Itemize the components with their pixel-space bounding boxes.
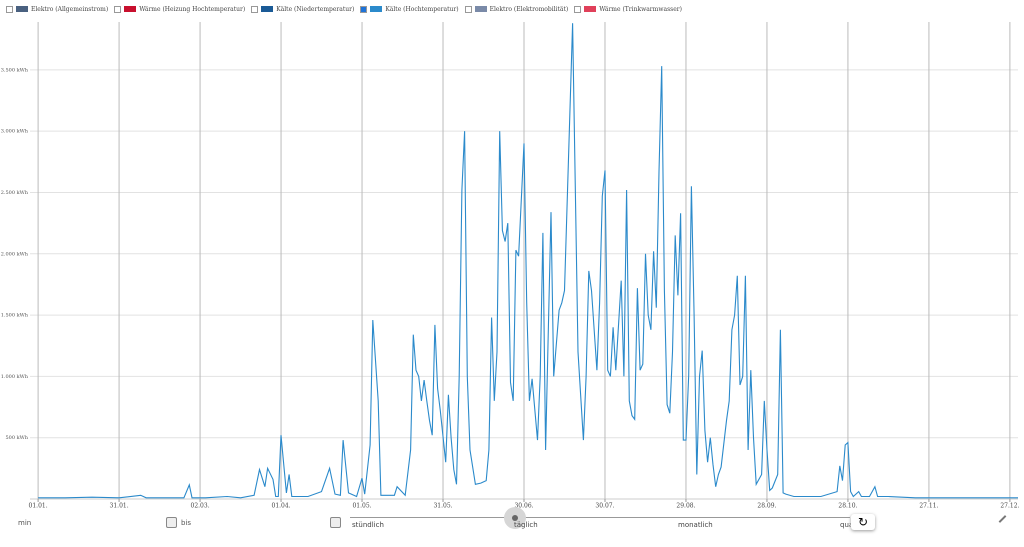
- slider-track: [350, 517, 850, 518]
- x-tick-label: 27.12.: [1000, 503, 1019, 510]
- x-tick-label: 29.08.: [676, 503, 695, 510]
- y-tick-label: 3.000 kWh: [1, 129, 29, 135]
- x-tick-label: 28.10.: [838, 503, 857, 510]
- bis-label: bis: [181, 519, 192, 527]
- checkbox[interactable]: [464, 5, 472, 13]
- checkbox[interactable]: [251, 5, 259, 13]
- x-tick-label: 01.04.: [272, 503, 291, 510]
- y-tick-label: 2.000 kWh: [1, 251, 29, 257]
- y-tick-label: 1.500 kWh: [1, 313, 29, 319]
- y-tick-label: 2.500 kWh: [1, 190, 29, 196]
- legend-swatch: [16, 6, 28, 12]
- x-tick-label: 30.06.: [514, 503, 533, 510]
- legend-label: Elektro (Allgemeinstrom): [31, 5, 109, 13]
- granularity-label[interactable]: stündlich: [352, 521, 384, 529]
- legend-item: Wärme (Trinkwarmwasser): [574, 5, 682, 13]
- x-tick-label: 02.03.: [191, 503, 210, 510]
- legend-swatch: [584, 6, 597, 12]
- x-tick-label: 27.11.: [919, 503, 938, 510]
- legend-item: Kälte (Hochtemperatur): [360, 5, 459, 13]
- series-line: [38, 23, 1018, 499]
- legend-swatch: [124, 6, 137, 12]
- legend-swatch: [370, 6, 383, 12]
- x-tick-label: 01.05.: [352, 503, 371, 510]
- calendar-icon[interactable]: [330, 517, 341, 528]
- y-tick-label: 500 kWh: [5, 435, 28, 441]
- legend-label: Wärme (Trinkwarmwasser): [599, 5, 682, 13]
- x-tick-label: 28.09.: [757, 503, 776, 510]
- x-tick-label: 31.05.: [433, 503, 452, 510]
- chart: 500 kWh 1.000 kWh 1.500 kWh 2.000 kWh 2.500 …: [1, 22, 1020, 510]
- legend-label: Kälte (Niedertemperatur): [276, 5, 355, 13]
- legend-item: Elektro (Allgemeinstrom): [6, 5, 109, 13]
- legend-label: Wärme (Heizung Hochtemperatur): [139, 5, 246, 13]
- y-tick-label: 1.000 kWh: [1, 374, 29, 380]
- tool-icon[interactable]: [998, 515, 1007, 523]
- x-tick-label: 31.01.: [110, 503, 129, 510]
- slider-thumb[interactable]: [512, 515, 518, 521]
- y-tick-label: 3.500 kWh: [1, 67, 29, 73]
- legend-swatch: [261, 6, 274, 12]
- checkbox[interactable]: [6, 5, 13, 13]
- legend-item: Elektro (Elektromobilität): [464, 5, 569, 13]
- legend-item: Wärme (Heizung Hochtemperatur): [114, 5, 246, 13]
- checkbox[interactable]: [360, 5, 368, 13]
- granularity-label[interactable]: quar: [840, 521, 857, 529]
- granularity-label[interactable]: täglich: [514, 521, 538, 529]
- checkbox[interactable]: [114, 5, 122, 13]
- x-tick-label: 30.07.: [595, 503, 614, 510]
- legend-item: Kälte (Niedertemperatur): [251, 5, 355, 13]
- min-label: min: [18, 519, 32, 527]
- calendar-icon[interactable]: [166, 517, 177, 528]
- legend-label: Elektro (Elektromobilität): [489, 5, 569, 13]
- granularity-label[interactable]: monatlich: [678, 521, 713, 529]
- checkbox[interactable]: [574, 5, 582, 13]
- legend: Elektro (Allgemeinstrom) Wärme (Heizung H…: [6, 3, 682, 15]
- reset-button[interactable]: ↻: [851, 514, 875, 530]
- x-tick-label: 01.01.: [29, 503, 48, 510]
- legend-swatch: [474, 6, 487, 12]
- legend-label: Kälte (Hochtemperatur): [385, 5, 459, 13]
